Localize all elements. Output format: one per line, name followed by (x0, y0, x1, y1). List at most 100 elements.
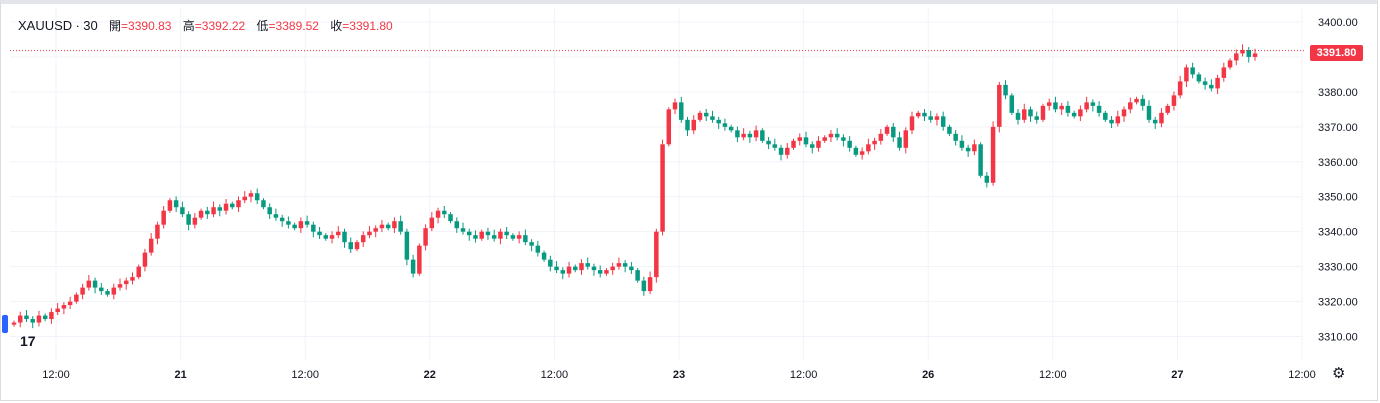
candle (55, 302, 60, 316)
candle-body (336, 231, 341, 236)
candle-body (348, 242, 353, 250)
candle (791, 138, 796, 150)
candle (198, 208, 204, 220)
candle (1071, 110, 1077, 119)
candle (1128, 97, 1133, 114)
candle (766, 136, 771, 150)
candle (1121, 106, 1127, 122)
candle-body (635, 270, 640, 281)
candle (460, 222, 466, 235)
candle (997, 81, 1002, 133)
candle-body (429, 217, 435, 229)
candle-body (697, 112, 703, 120)
close-value: =3391.80 (342, 19, 393, 33)
candle-body (1059, 105, 1064, 110)
candle (691, 115, 696, 135)
candle (722, 118, 728, 131)
candle-body (223, 203, 229, 211)
candle-body (435, 210, 441, 218)
candle (329, 231, 335, 244)
candle-body (360, 235, 366, 243)
candle (1015, 109, 1021, 125)
candle (167, 198, 173, 213)
candle (978, 142, 983, 178)
symbol-separator: · (75, 18, 80, 33)
candle-body (510, 235, 516, 239)
candle-body (747, 133, 753, 138)
tradingview-logo-icon[interactable]: 17 (20, 333, 36, 349)
symbol-name[interactable]: XAUUSD (18, 18, 73, 33)
price-axis[interactable]: 3310.00 3320.00 3330.00 3340.00 3350.00 3360.… (1318, 17, 1358, 344)
candle-body (186, 214, 191, 225)
price-tick-label: 3350.00 (1318, 192, 1358, 204)
candle (984, 171, 990, 188)
candle-body (610, 266, 615, 271)
candle (11, 320, 17, 327)
candle-body (1103, 112, 1108, 120)
candle-body (130, 277, 135, 281)
candle (1022, 103, 1027, 123)
candle-body (286, 221, 291, 225)
candle (1046, 98, 1052, 111)
price-tick-label: 3370.00 (1318, 122, 1358, 134)
candle-body (1209, 84, 1214, 89)
candle-body (1152, 119, 1158, 124)
candle-body (304, 221, 310, 225)
interval-label[interactable]: 30 (83, 18, 98, 33)
candle-body (566, 266, 572, 274)
candle-body (491, 235, 497, 239)
candle (317, 226, 322, 240)
candle-body (997, 84, 1002, 127)
candle (604, 268, 609, 276)
candle (1240, 44, 1245, 57)
candle-body (1165, 105, 1170, 113)
candle-body (279, 217, 285, 222)
time-tick-label: 12:00 (790, 369, 818, 381)
time-tick-label: 12:00 (1288, 369, 1316, 381)
candle (685, 116, 690, 136)
price-tick-label: 3400.00 (1318, 17, 1358, 29)
candle (1053, 96, 1058, 113)
candle (1171, 91, 1177, 111)
candle-body (872, 140, 877, 145)
candle (1084, 96, 1089, 113)
candle (1059, 102, 1064, 115)
candle (953, 129, 958, 146)
candle-body (1009, 95, 1015, 113)
candle-body (448, 214, 453, 222)
candle-body (292, 224, 297, 229)
candle (1159, 108, 1164, 128)
candle-body (1184, 67, 1189, 82)
time-tick-label: 12:00 (541, 369, 569, 381)
candle (223, 199, 229, 215)
candle-body (61, 305, 67, 309)
candle (1109, 115, 1114, 129)
candle-body (205, 210, 210, 215)
candle-body (30, 319, 35, 323)
low-field: 低=3389.52 (257, 19, 319, 33)
candle-body (591, 266, 597, 271)
time-tick-label: 21 (174, 369, 186, 381)
candle (385, 222, 391, 231)
candle-body (965, 147, 971, 152)
candle-body (398, 221, 403, 232)
candle-body (80, 287, 85, 295)
candle (410, 254, 416, 278)
time-axis[interactable]: 12:00 21 12:00 22 12:00 23 12:00 26 12:00 27 12:00 (42, 369, 1316, 381)
candle-body (822, 137, 827, 141)
candle-body (111, 287, 117, 295)
candle-body (579, 263, 584, 271)
candle-body (629, 266, 634, 271)
gear-icon[interactable]: ⚙ (1332, 365, 1346, 382)
candle (17, 311, 23, 328)
scale-handle[interactable] (2, 315, 8, 333)
candle-body (423, 228, 428, 246)
candle-body (1028, 109, 1033, 117)
candle (972, 139, 977, 156)
candle (579, 259, 584, 275)
candle (934, 113, 940, 126)
candle (435, 207, 441, 224)
candle (1234, 49, 1239, 66)
candle-body (180, 207, 185, 215)
